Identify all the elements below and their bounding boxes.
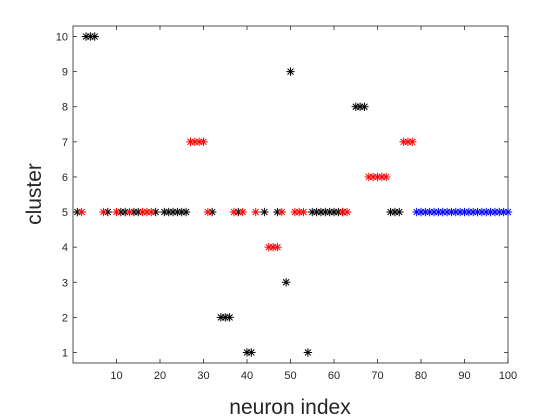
data-point xyxy=(273,242,282,252)
x-tick-label: 80 xyxy=(415,370,427,382)
x-ticks: 10 20 30 40 50 60 70 80 90 100 xyxy=(110,26,517,382)
x-tick-label: 90 xyxy=(458,370,470,382)
data-point xyxy=(199,137,208,147)
y-tick-label: 6 xyxy=(62,172,68,184)
data-point xyxy=(286,67,295,76)
y-tick-label: 5 xyxy=(62,207,68,219)
x-tick-label: 60 xyxy=(328,370,340,382)
data-point xyxy=(90,32,99,41)
y-axis-label: cluster xyxy=(23,163,46,225)
data-point xyxy=(77,207,86,217)
data-point xyxy=(360,102,369,111)
plot-area xyxy=(72,25,509,364)
data-point xyxy=(147,207,156,217)
data-point xyxy=(299,207,308,217)
data-point xyxy=(303,348,313,357)
data-point xyxy=(229,207,239,217)
data-point xyxy=(281,278,291,287)
data-point xyxy=(342,207,352,217)
x-tick-label: 70 xyxy=(371,370,383,382)
data-point xyxy=(238,207,247,217)
data-point xyxy=(225,313,234,322)
y-tick-label: 2 xyxy=(62,312,68,324)
data-point xyxy=(99,207,108,217)
x-tick-label: 30 xyxy=(197,370,209,382)
x-tick-label: 10 xyxy=(110,370,122,382)
x-tick-label: 50 xyxy=(284,370,296,382)
x-tick-label: 100 xyxy=(499,370,517,382)
data-point xyxy=(395,207,404,217)
y-tick-label: 7 xyxy=(62,137,68,149)
x-axis-label: neuron index xyxy=(229,396,351,419)
y-tick-label: 10 xyxy=(56,32,68,44)
data-point xyxy=(112,207,121,217)
data-point xyxy=(260,207,269,217)
y-tick-label: 8 xyxy=(62,102,68,114)
data-point xyxy=(277,207,286,217)
y-tick-label: 1 xyxy=(62,347,68,359)
data-point xyxy=(203,207,213,217)
data-point xyxy=(251,207,260,217)
x-tick-label: 40 xyxy=(241,370,253,382)
y-tick-label: 9 xyxy=(62,67,68,79)
data-point xyxy=(125,207,134,217)
data-point xyxy=(247,348,256,357)
y-ticks: 1 2 3 4 5 6 7 8 9 10 xyxy=(56,32,508,359)
data-points xyxy=(73,32,513,357)
y-tick-label: 3 xyxy=(62,277,68,289)
data-point xyxy=(382,172,391,182)
data-point xyxy=(503,207,513,217)
data-point xyxy=(181,207,191,217)
data-point xyxy=(408,137,417,147)
y-tick-label: 4 xyxy=(62,242,68,254)
x-tick-label: 20 xyxy=(154,370,166,382)
